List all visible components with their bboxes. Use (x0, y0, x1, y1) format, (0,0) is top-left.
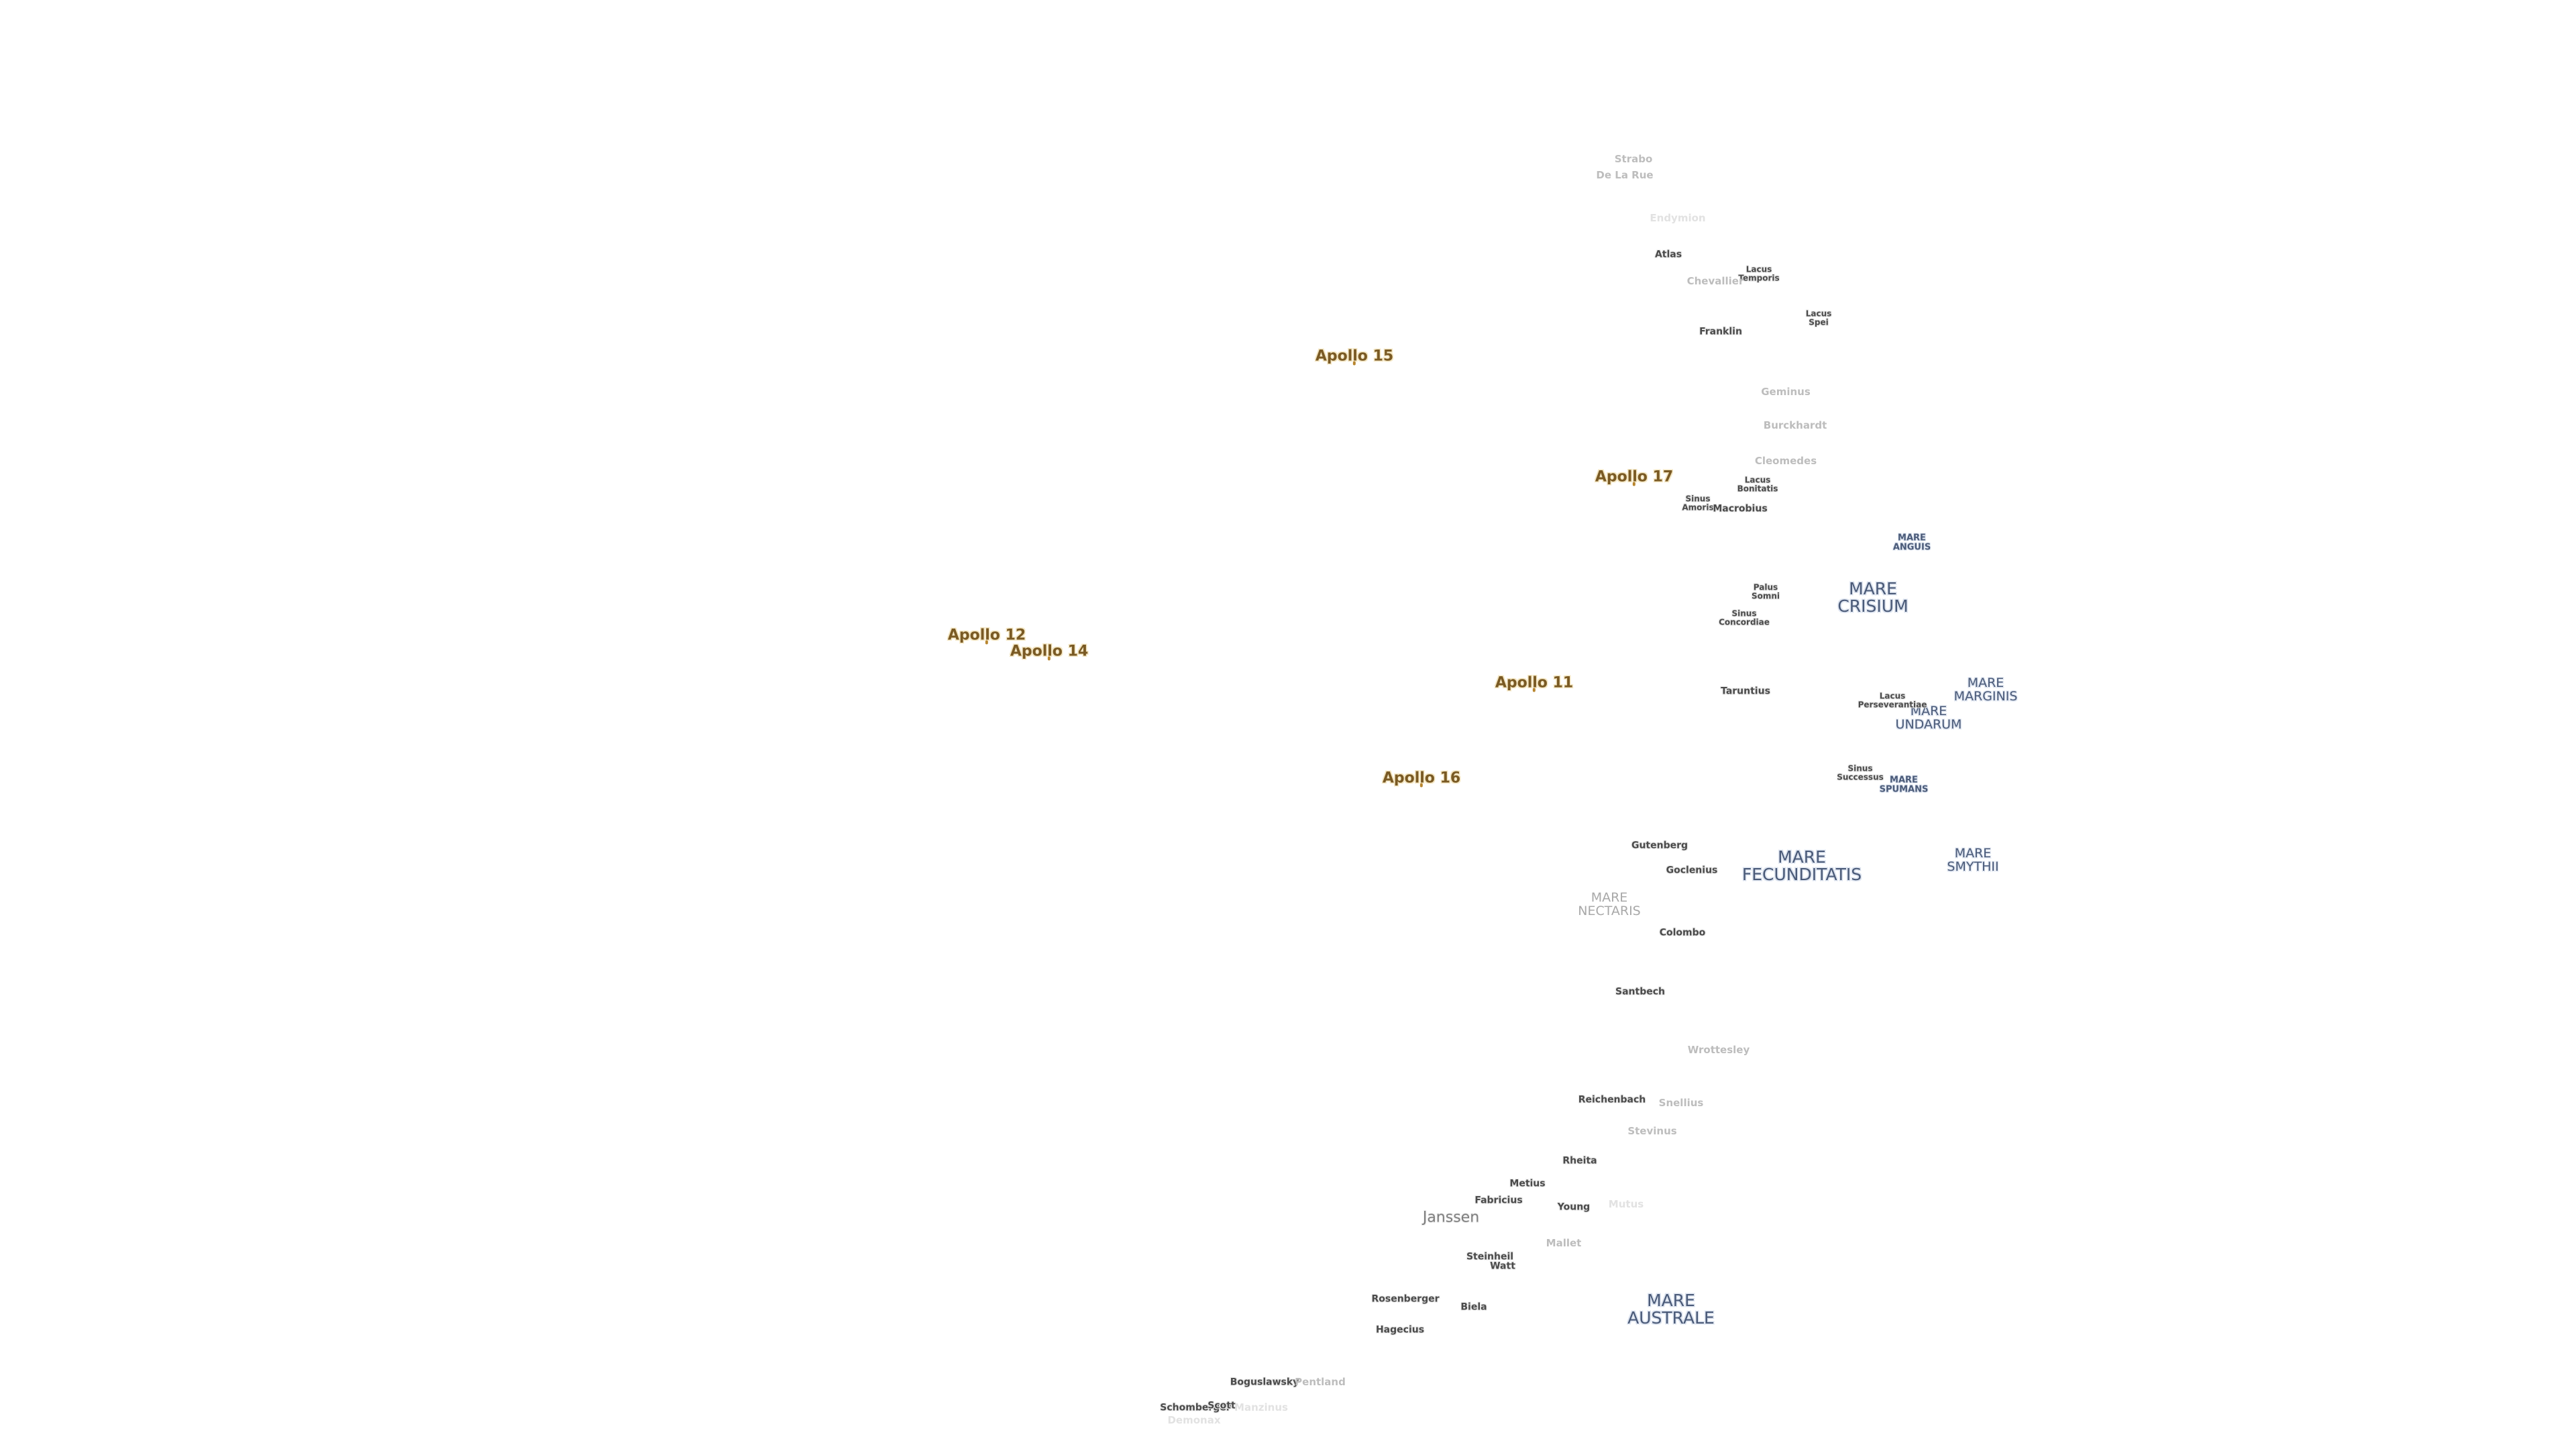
crater-pentland-label[interactable]: Pentland (1295, 1376, 1346, 1389)
apollo-16-marker (1419, 783, 1423, 788)
crater-snellius-label[interactable]: Snellius (1658, 1097, 1704, 1110)
crater-macrobius-label[interactable]: Macrobius (1713, 503, 1768, 515)
crater-santbech-label[interactable]: Santbech (1615, 986, 1665, 998)
crater-de-la-rue-label[interactable]: De La Rue (1596, 169, 1654, 182)
crater-manzinus-label[interactable]: Manzinus (1234, 1401, 1288, 1414)
apollo-17-marker (1632, 482, 1635, 486)
crater-metius-label[interactable]: Metius (1509, 1178, 1546, 1189)
apollo-16-label[interactable]: Apollo 16 (1382, 769, 1461, 788)
apollo-14-marker (1047, 656, 1051, 661)
crater-mallet-label[interactable]: Mallet (1546, 1237, 1582, 1250)
crater-wrottesley-label[interactable]: Wrottesley (1687, 1044, 1750, 1057)
palus-somni-label[interactable]: Palus Somni (1751, 582, 1780, 600)
lacus-spei-label[interactable]: Lacus Spei (1805, 309, 1832, 327)
mare-crisium-label[interactable]: MARE CRISIUM (1837, 578, 1909, 616)
sinus-concordiae-label[interactable]: Sinus Concordiae (1719, 608, 1770, 627)
crater-strabo-label[interactable]: Strabo (1614, 153, 1653, 166)
apollo-15-marker (1352, 361, 1356, 366)
mare-marginis-label[interactable]: MARE MARGINIS (1953, 676, 2018, 704)
crater-janssen-label[interactable]: Janssen (1422, 1209, 1480, 1226)
crater-gutenberg-label[interactable]: Gutenberg (1631, 840, 1688, 851)
apollo-11-name: Apollo 11 (1495, 674, 1574, 692)
sinus-successus-label[interactable]: Sinus Successus (1837, 763, 1884, 782)
lacus-perseverantiae-label[interactable]: Lacus Perseverantiae (1858, 691, 1927, 709)
crater-mutus-label[interactable]: Mutus (1608, 1198, 1644, 1211)
crater-cleomedes-label[interactable]: Cleomedes (1754, 455, 1817, 468)
crater-endymion-label[interactable]: Endymion (1650, 212, 1706, 225)
crater-boguslawsky-label[interactable]: Boguslawsky (1230, 1377, 1299, 1388)
crater-rosenberger-label[interactable]: Rosenberger (1371, 1293, 1440, 1305)
mare-australe-label[interactable]: MARE AUSTRALE (1627, 1290, 1715, 1328)
lacus-temporis-label[interactable]: Lacus Temporis (1738, 264, 1780, 282)
apollo-11-marker (1532, 688, 1536, 692)
apollo-16-name: Apollo 16 (1382, 769, 1461, 787)
apollo-15-label[interactable]: Apollo 15 (1315, 347, 1394, 366)
sinus-amoris-label[interactable]: Sinus Amoris (1682, 494, 1714, 512)
apollo-14-name: Apollo 14 (1010, 643, 1089, 660)
crater-scott-label[interactable]: Scott (1208, 1400, 1236, 1411)
crater-watt-label[interactable]: Watt (1490, 1260, 1515, 1272)
crater-atlas-label[interactable]: Atlas (1654, 249, 1682, 260)
crater-hagecius-label[interactable]: Hagecius (1375, 1324, 1425, 1336)
apollo-12-marker (985, 640, 988, 645)
crater-franklin-label[interactable]: Franklin (1699, 326, 1742, 337)
crater-schomberger-label[interactable]: Schomberger (1160, 1402, 1231, 1413)
crater-biela-label[interactable]: Biela (1460, 1301, 1487, 1313)
apollo-17-name: Apollo 17 (1595, 468, 1674, 486)
crater-fabricius-label[interactable]: Fabricius (1474, 1195, 1523, 1206)
crater-young-label[interactable]: Young (1557, 1201, 1591, 1213)
apollo-14-label[interactable]: Apollo 14 (1010, 643, 1089, 661)
crater-demonax-label[interactable]: Demonax (1167, 1414, 1221, 1427)
crater-steinheil-label[interactable]: Steinheil (1466, 1251, 1514, 1263)
mare-undarum-label[interactable]: MARE UNDARUM (1895, 704, 1962, 732)
crater-chevallier-label[interactable]: Chevallier (1686, 275, 1744, 288)
apollo-15-name: Apollo 15 (1315, 347, 1394, 365)
apollo-11-label[interactable]: Apollo 11 (1495, 674, 1574, 692)
mare-anguis-label[interactable]: MARE ANGUIS (1892, 533, 1931, 552)
crater-goclenius-label[interactable]: Goclenius (1666, 865, 1718, 876)
apollo-12-label[interactable]: Apollo 12 (947, 627, 1026, 645)
crater-reichenbach-label[interactable]: Reichenbach (1578, 1094, 1646, 1106)
mare-smythii-label[interactable]: MARE SMYTHII (1947, 846, 1999, 874)
mare-nectaris-label[interactable]: MARE NECTARIS (1578, 890, 1641, 918)
apollo-17-label[interactable]: Apollo 17 (1595, 468, 1674, 486)
crater-colombo-label[interactable]: Colombo (1659, 927, 1706, 938)
apollo-12-name: Apollo 12 (947, 627, 1026, 644)
lacus-bonitatis-label[interactable]: Lacus Bonitatis (1737, 475, 1778, 493)
mare-spumans-label[interactable]: MARE SPUMANS (1879, 775, 1929, 794)
crater-rheita-label[interactable]: Rheita (1562, 1155, 1597, 1167)
crater-burckhardt-label[interactable]: Burckhardt (1763, 419, 1827, 432)
mare-fecunditatis-label[interactable]: MARE FECUNDITATIS (1741, 847, 1862, 884)
crater-stevinus-label[interactable]: Stevinus (1627, 1125, 1677, 1138)
crater-geminus-label[interactable]: Geminus (1761, 386, 1811, 398)
crater-taruntius-label[interactable]: Taruntius (1721, 686, 1770, 697)
